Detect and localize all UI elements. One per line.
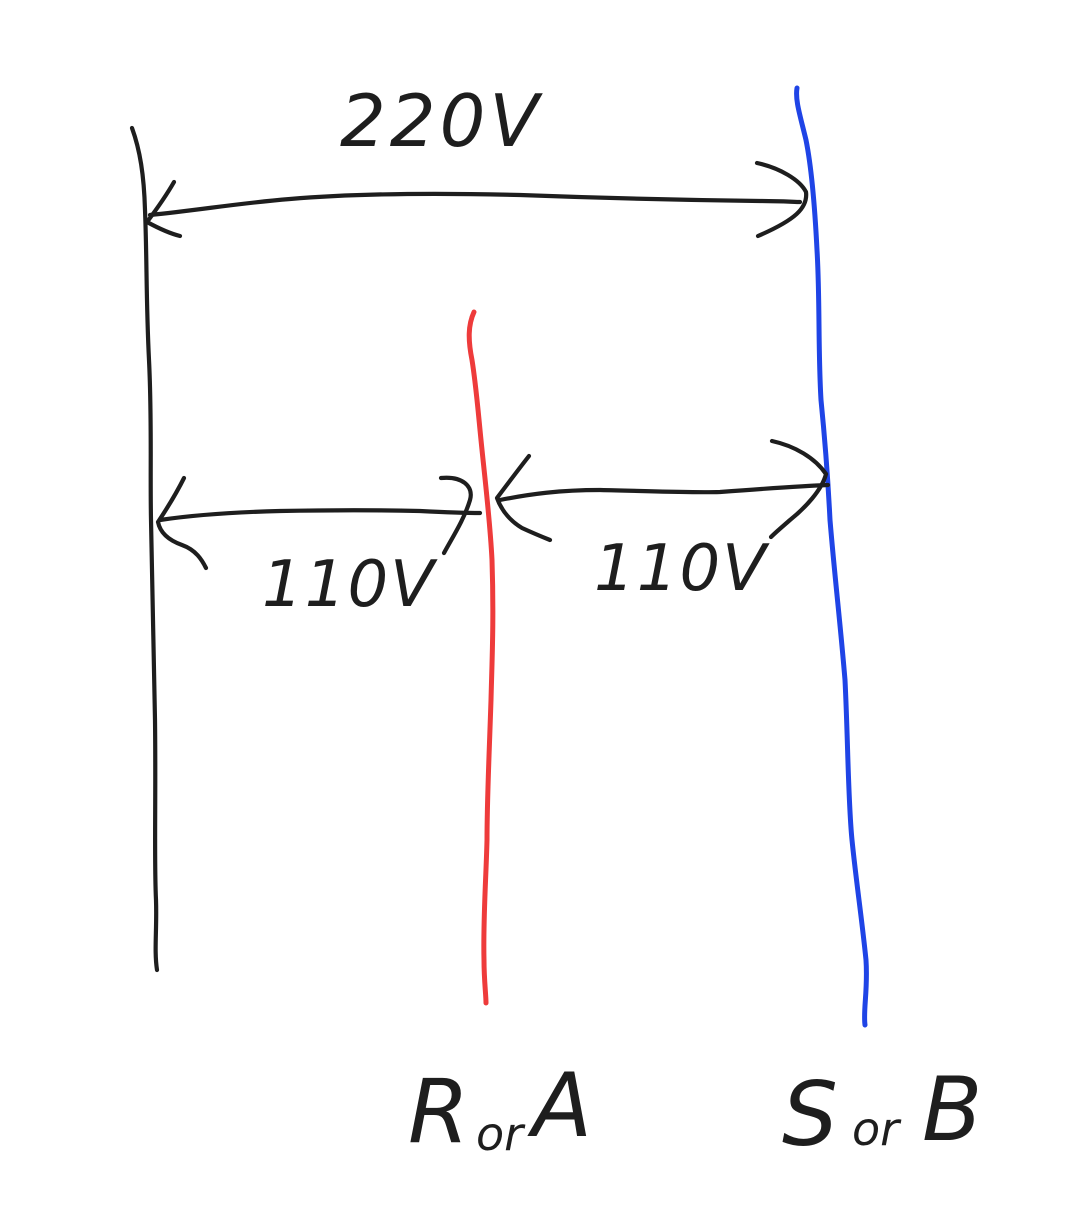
arrow-220v-shaft — [147, 191, 803, 218]
label-220v: 220V — [340, 79, 543, 163]
arrow-220v — [144, 160, 809, 239]
arrow-110v-left-shaft — [157, 508, 483, 523]
neutral-line — [129, 125, 160, 973]
arrow-220v-left-head — [144, 179, 183, 239]
phase-b-line — [794, 85, 869, 1028]
label-phase-b: S or B — [782, 1058, 982, 1166]
arrow-110v-left-head-l — [155, 475, 209, 571]
phase-a-line — [466, 309, 496, 1006]
arrow-110v-left — [155, 475, 483, 571]
arrow-110v-right — [494, 438, 831, 543]
arrow-110v-left-head-r — [438, 475, 473, 556]
arrow-220v-right-head — [754, 160, 809, 239]
phase-b-alternate: B — [922, 1058, 982, 1161]
phase-b-or: or — [852, 1102, 902, 1156]
phase-a-primary: R — [408, 1060, 469, 1163]
label-phase-a: R or A — [408, 1054, 592, 1163]
arrow-110v-right-head-r — [768, 438, 829, 540]
label-110v-right: 110V — [594, 532, 770, 606]
arrow-110v-right-shaft — [497, 482, 831, 503]
label-110v-left: 110V — [262, 548, 438, 622]
phase-a-or: or — [476, 1107, 526, 1161]
phase-b-primary: S — [782, 1063, 838, 1166]
arrow-110v-right-head-l — [494, 453, 553, 543]
phase-a-alternate: A — [527, 1054, 592, 1157]
